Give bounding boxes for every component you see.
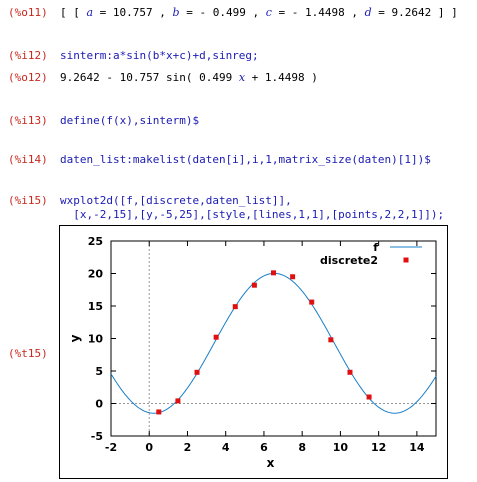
input-code[interactable]: sinterm:a*sin(b*x+c)+d,sinreg; bbox=[60, 49, 259, 62]
input-tag: (%i13) bbox=[8, 114, 48, 127]
input-tag: (%i15) bbox=[8, 194, 48, 207]
legend-swatch-discrete2 bbox=[403, 257, 409, 263]
output-expression: 9.2642 - 10.757 sin( 0.499 x + 1.4498 ) bbox=[60, 71, 318, 84]
series-discrete2-point bbox=[366, 394, 372, 400]
input-code[interactable]: define(f(x),sinterm)$ bbox=[60, 114, 200, 127]
input-code-line-1[interactable]: wxplot2d([f,[discrete,daten_list]], bbox=[60, 194, 292, 207]
x-tick-label: 6 bbox=[260, 441, 268, 454]
legend-label-discrete2: discrete2 bbox=[320, 254, 378, 267]
legend-label-f: f bbox=[373, 241, 378, 254]
plot-frame bbox=[59, 225, 448, 479]
series-discrete2-point bbox=[175, 398, 181, 404]
series-discrete2-point bbox=[271, 270, 276, 276]
series-discrete2-point bbox=[194, 369, 200, 375]
x-tick-label: 14 bbox=[409, 441, 425, 454]
input-tag: (%i14) bbox=[8, 153, 48, 166]
x-tick-label: -2 bbox=[105, 441, 117, 454]
output-tag: (%o11) bbox=[8, 6, 48, 19]
series-discrete2-point bbox=[347, 369, 353, 375]
series-discrete2-point bbox=[156, 409, 162, 415]
input-code-line-2[interactable]: [x,-2,15],[y,-5,25],[style,[lines,1,1],[… bbox=[60, 208, 445, 221]
series-discrete2-point bbox=[290, 274, 296, 280]
y-axis-label: y bbox=[68, 334, 82, 342]
y-tick-label: 25 bbox=[88, 235, 103, 248]
y-tick-label: 5 bbox=[95, 365, 103, 378]
y-tick-label: 15 bbox=[88, 300, 103, 313]
series-discrete2-point bbox=[213, 334, 219, 340]
series-discrete2-point bbox=[309, 299, 315, 305]
y-tick-label: -5 bbox=[91, 430, 103, 443]
input-code[interactable]: daten_list:makelist(daten[i],i,1,matrix_… bbox=[60, 153, 431, 166]
x-axis-label: x bbox=[267, 456, 275, 470]
output-expression: [ [ a = 10.757 , b = - 0.499 , c = - 1.4… bbox=[60, 6, 458, 19]
y-tick-label: 10 bbox=[88, 333, 104, 346]
y-tick-label: 20 bbox=[88, 268, 104, 281]
x-tick-label: 12 bbox=[371, 441, 386, 454]
x-tick-label: 4 bbox=[222, 441, 230, 454]
series-discrete2-point bbox=[251, 282, 257, 288]
input-tag: (%i12) bbox=[8, 49, 48, 62]
plot-tag: (%t15) bbox=[8, 347, 48, 360]
output-tag: (%o12) bbox=[8, 71, 48, 84]
x-tick-label: 2 bbox=[184, 441, 192, 454]
x-tick-label: 0 bbox=[145, 441, 153, 454]
x-tick-label: 10 bbox=[333, 441, 349, 454]
series-discrete2-point bbox=[232, 304, 238, 310]
series-discrete2-point bbox=[328, 337, 334, 343]
x-tick-label: 8 bbox=[298, 441, 306, 454]
y-tick-label: 0 bbox=[95, 398, 103, 411]
